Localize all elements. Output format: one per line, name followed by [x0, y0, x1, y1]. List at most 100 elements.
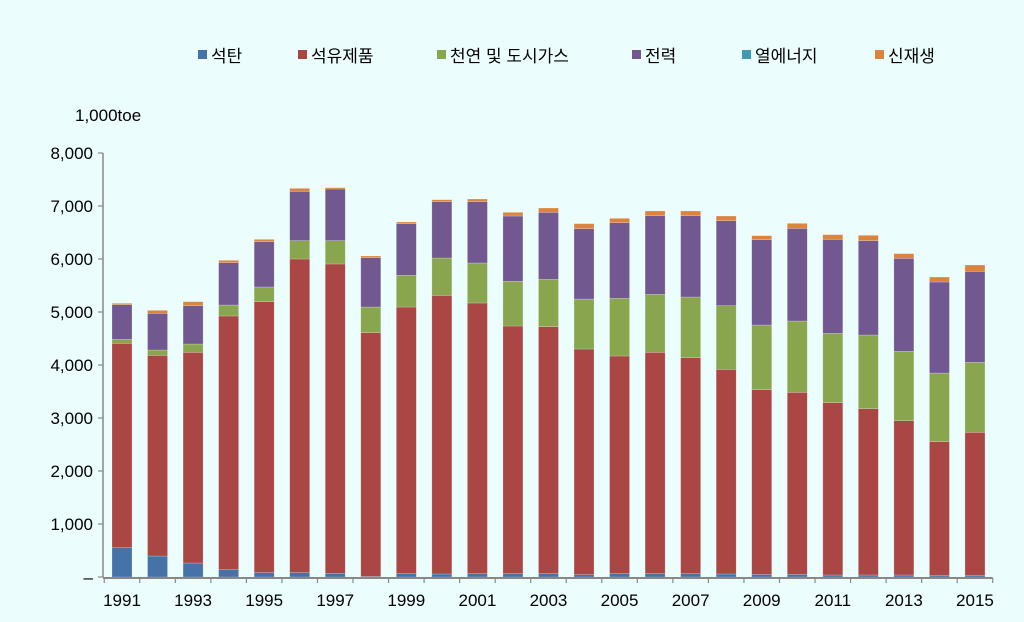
bar-segment-2014-series-3: [929, 281, 950, 374]
y-tick-label: 3,000: [50, 409, 93, 428]
bar-segment-2015-series-5: [964, 264, 986, 272]
legend-label: 석유제품: [311, 47, 374, 66]
bar-segment-1996-series-2: [289, 240, 311, 260]
bar-segment-1997-series-5: [324, 187, 346, 190]
bar-segment-2009-series-3: [751, 239, 773, 326]
bar-segment-1998-series-5: [360, 255, 382, 258]
y-tick-label: 8,000: [50, 144, 93, 163]
x-tick-label: 2013: [885, 591, 923, 610]
bar-segment-1991-series-1: [111, 343, 133, 548]
bar-segment-2001-series-5: [467, 198, 488, 202]
bar-segment-2008-series-3: [715, 220, 737, 306]
bar-segment-2007-series-1: [680, 357, 701, 574]
bar-segment-1993-series-0: [182, 562, 204, 578]
bar-segment-2012-series-0: [858, 574, 879, 578]
bar-segment-1991-series-2: [111, 339, 133, 344]
bar-segment-2005-series-3: [609, 222, 630, 299]
bar-segment-1994-series-2: [218, 304, 239, 317]
bar-segment-2000-series-2: [431, 257, 453, 296]
bar-segment-2009-series-5: [751, 235, 773, 240]
bar-segment-2015-series-3: [964, 271, 986, 363]
bar-segment-2006-series-0: [644, 573, 666, 578]
bar-segment-1996-series-1: [289, 258, 311, 573]
bar-segment-1992-series-2: [147, 349, 168, 356]
x-tick-label: 2015: [956, 591, 994, 610]
x-tick-label: 1995: [245, 591, 283, 610]
bar-segment-2011-series-3: [822, 239, 844, 334]
bar-segment-2010-series-2: [786, 320, 808, 393]
legend-label: 전력: [645, 47, 677, 66]
bar-segment-2002-series-0: [502, 573, 524, 578]
bar-segment-2001-series-0: [467, 573, 488, 578]
legend-swatch: [742, 50, 751, 59]
bar-segment-2002-series-1: [502, 325, 524, 574]
bar-segment-1997-series-2: [324, 240, 346, 265]
bar-segment-1996-series-3: [289, 191, 311, 241]
x-tick-label: 2001: [458, 591, 496, 610]
bar-segment-2010-series-1: [786, 392, 808, 575]
bar-segment-2013-series-2: [893, 351, 915, 421]
bar-segment-2012-series-1: [858, 408, 879, 576]
legend-item: 신재생: [875, 42, 935, 67]
bar-segment-2007-series-5: [680, 210, 701, 216]
y-tick-label: –: [84, 568, 94, 587]
x-tick-label: 1997: [316, 591, 354, 610]
bar-segment-2001-series-2: [467, 262, 488, 304]
bar-segment-2009-series-0: [751, 574, 773, 578]
bar-segment-2004-series-1: [573, 348, 595, 575]
bar-segment-2010-series-3: [786, 228, 808, 322]
bar-segment-2006-series-1: [644, 352, 666, 574]
x-tick-label: 2011: [815, 591, 852, 610]
bar-segment-2015-series-2: [964, 362, 986, 433]
bar-segment-2003-series-0: [538, 573, 559, 578]
bar-segment-1998-series-3: [360, 257, 382, 308]
bar-segment-2013-series-5: [893, 253, 915, 259]
bar-segment-1991-series-0: [111, 547, 133, 578]
bar-segment-2000-series-5: [431, 199, 453, 202]
legend-item: 천연 및 도시가스: [437, 42, 569, 67]
bar-segment-2007-series-2: [680, 296, 701, 358]
bar-segment-2005-series-2: [609, 298, 630, 357]
bar-segment-1998-series-2: [360, 306, 382, 333]
legend-label: 석탄: [211, 47, 243, 66]
bar-segment-2007-series-3: [680, 215, 701, 298]
bar-segment-2005-series-5: [609, 218, 630, 223]
bar-segment-1991-series-5: [111, 303, 133, 305]
bar-segment-1994-series-3: [218, 262, 239, 306]
x-tick-label: 2009: [743, 591, 781, 610]
bar-segment-2013-series-0: [893, 574, 915, 578]
bar-segment-2014-series-2: [929, 372, 950, 442]
bar-segment-1995-series-5: [253, 239, 275, 242]
bar-segment-2001-series-1: [467, 302, 488, 574]
bar-segment-2010-series-0: [786, 574, 808, 578]
bar-segment-2004-series-5: [573, 223, 595, 229]
bar-segment-1996-series-0: [289, 572, 311, 578]
y-axis-unit-label: 1,000toe: [75, 106, 142, 125]
bar-segment-1997-series-0: [324, 573, 346, 578]
bar-segment-2004-series-3: [573, 228, 595, 300]
bar-segment-1995-series-3: [253, 241, 275, 288]
bar-segment-2012-series-3: [858, 240, 879, 336]
legend-item: 열에너지: [742, 42, 818, 67]
bar-segment-2002-series-2: [502, 281, 524, 327]
bar-segment-1997-series-1: [324, 263, 346, 574]
bar-segment-1993-series-3: [182, 305, 204, 345]
bar-segment-2013-series-3: [893, 258, 915, 352]
bar-segment-2006-series-2: [644, 294, 666, 353]
bar-segment-2007-series-0: [680, 573, 701, 578]
bar-segment-2011-series-2: [822, 333, 844, 403]
y-tick-label: 2,000: [50, 462, 93, 481]
x-tick-label: 1999: [387, 591, 425, 610]
legend-swatch: [437, 50, 446, 59]
bar-segment-2003-series-1: [538, 326, 559, 574]
bar-segment-2006-series-3: [644, 215, 666, 295]
bar-segment-1993-series-2: [182, 343, 204, 353]
bar-segment-2010-series-5: [786, 223, 808, 229]
y-tick-label: 6,000: [50, 250, 93, 269]
bar-segment-1994-series-0: [218, 569, 239, 578]
x-tick-label: 2007: [672, 591, 710, 610]
bar-segment-2002-series-3: [502, 215, 524, 282]
bar-segment-2005-series-1: [609, 355, 630, 574]
legend-swatch: [875, 50, 884, 59]
bar-segment-2011-series-1: [822, 402, 844, 576]
